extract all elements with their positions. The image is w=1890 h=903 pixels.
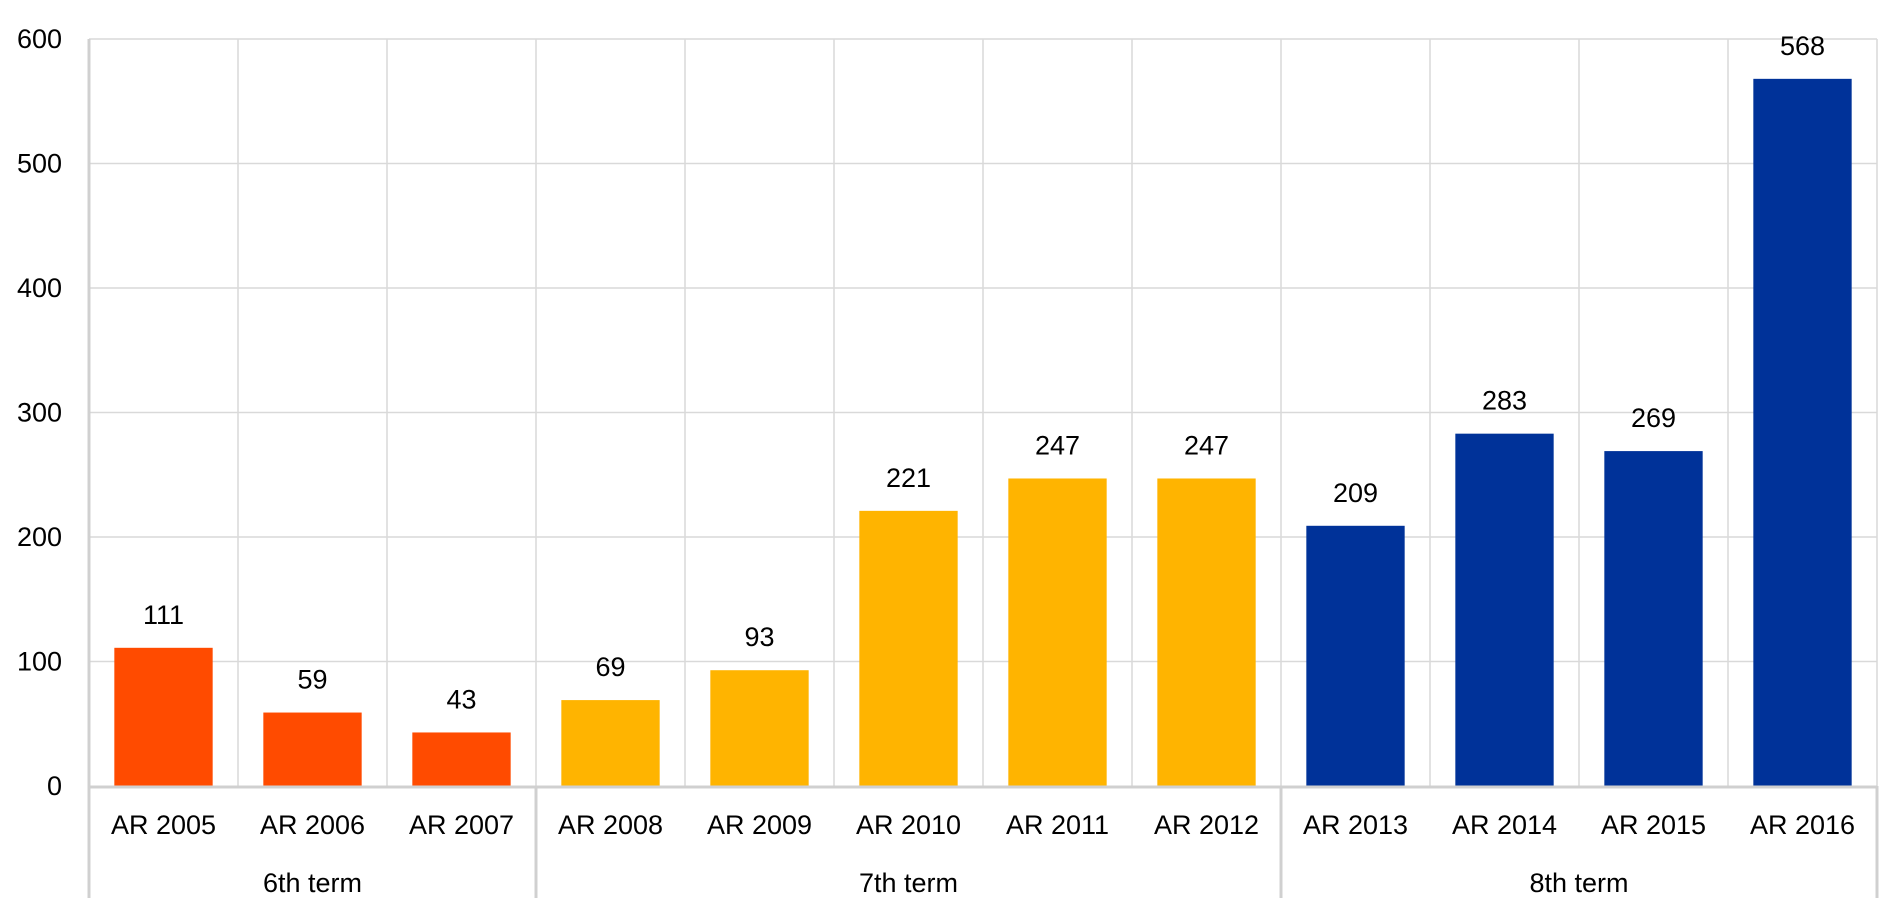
data-label: 111 (143, 600, 184, 630)
x-tick-label: AR 2016 (1750, 810, 1855, 840)
x-tick-label: AR 2010 (856, 810, 961, 840)
y-tick-label: 200 (17, 522, 62, 552)
bar (1306, 525, 1405, 786)
bar (1455, 433, 1554, 786)
bar (1604, 451, 1703, 786)
x-tick-label: AR 2012 (1154, 810, 1259, 840)
data-label: 247 (1184, 430, 1229, 460)
bar (1753, 78, 1852, 787)
x-tick-label: AR 2006 (260, 810, 365, 840)
data-label: 209 (1333, 478, 1378, 508)
bar (561, 700, 660, 786)
y-tick-label: 300 (17, 398, 62, 428)
bar (114, 647, 213, 786)
y-tick-label: 400 (17, 273, 62, 303)
x-tick-label: AR 2014 (1452, 810, 1557, 840)
y-tick-label: 0 (47, 771, 62, 801)
data-label: 93 (744, 622, 774, 652)
bar (263, 712, 362, 786)
data-label: 269 (1631, 403, 1676, 433)
x-tick-label: AR 2008 (558, 810, 663, 840)
bar (859, 510, 958, 786)
data-label: 247 (1035, 430, 1080, 460)
data-label: 43 (446, 684, 476, 714)
bar (1157, 478, 1256, 786)
data-label: 568 (1780, 31, 1825, 61)
bar (710, 670, 809, 786)
bar (412, 732, 511, 786)
x-tick-label: AR 2013 (1303, 810, 1408, 840)
y-tick-label: 100 (17, 647, 62, 677)
data-label: 221 (886, 463, 931, 493)
x-tick-label: AR 2015 (1601, 810, 1706, 840)
x-tick-label: AR 2005 (111, 810, 216, 840)
data-label: 59 (297, 665, 327, 695)
data-label: 283 (1482, 386, 1527, 416)
x-tick-label: AR 2009 (707, 810, 812, 840)
data-label: 69 (595, 652, 625, 682)
bar (1008, 478, 1107, 786)
group-label: 6th term (263, 868, 362, 898)
y-tick-label: 600 (17, 24, 62, 54)
y-tick-label: 500 (17, 149, 62, 179)
x-tick-label: AR 2011 (1006, 810, 1109, 840)
group-label: 7th term (859, 868, 958, 898)
group-label: 8th term (1529, 868, 1628, 898)
x-tick-label: AR 2007 (409, 810, 514, 840)
